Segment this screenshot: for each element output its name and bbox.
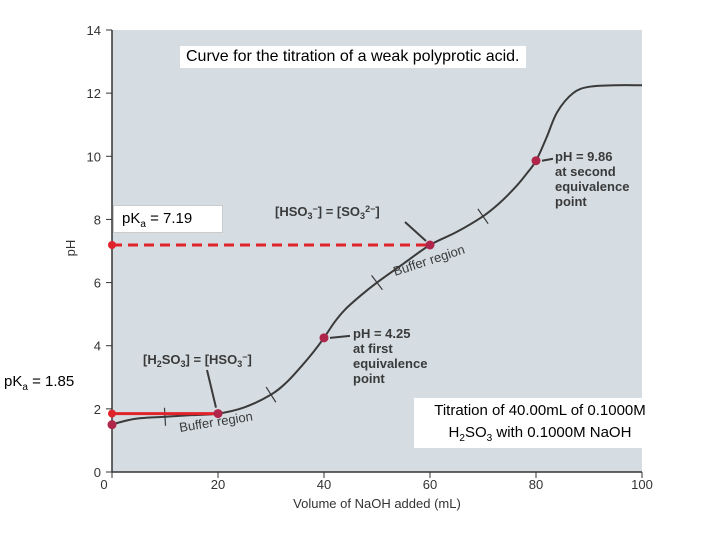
first-equivalence-label-line: at first	[353, 341, 393, 356]
pka2-prefix: pK	[122, 210, 141, 227]
x-axis-label: Volume of NaOH added (mL)	[293, 496, 461, 511]
reference-lines	[108, 241, 430, 418]
reference-point	[108, 409, 116, 418]
second-equivalence-label-line: equivalence	[555, 179, 629, 194]
y-tick-label: 10	[87, 149, 101, 164]
curve-tick	[477, 208, 489, 225]
note-rest: with 0.1000M NaOH	[492, 424, 632, 441]
reference-point	[108, 241, 116, 250]
x-tick-label: 0	[100, 477, 107, 492]
note-h: H	[448, 424, 460, 441]
data-points	[107, 156, 541, 430]
pka1-prefix: pK	[4, 373, 23, 390]
curve-tick	[163, 407, 167, 426]
pka2-label: pKa = 7.19	[113, 205, 223, 233]
note-line-1: Titration of 40.00mL of 0.1000M	[434, 402, 646, 419]
note-sub-3: 3	[486, 433, 493, 444]
half-equivalence-1-leader	[206, 369, 217, 408]
y-axis-label: pH	[63, 240, 78, 257]
y-tick-label: 14	[87, 23, 101, 38]
y-tick-label: 12	[87, 86, 101, 101]
second-equivalence-leader	[541, 157, 554, 162]
x-tick-label: 60	[423, 477, 437, 492]
curve-tick	[371, 275, 383, 291]
note-so: SO	[464, 424, 487, 441]
pka1-value: = 1.85	[27, 373, 75, 390]
y-tick-label: 0	[94, 465, 101, 480]
data-point	[319, 333, 329, 343]
half-equivalence-2-leader	[404, 221, 427, 242]
titration-note: Titration of 40.00mL of 0.1000M H2SO3 wi…	[414, 398, 666, 448]
second-equivalence-label-line: pH = 9.86	[555, 149, 612, 164]
second-equivalence-label-line: at second	[555, 164, 616, 179]
half-equivalence-2-label: [HSO3−] = [SO32−]	[275, 204, 380, 221]
data-point	[107, 420, 117, 430]
y-tick-label: 4	[94, 339, 101, 354]
first-equivalence-label-line: point	[353, 371, 385, 386]
data-point	[213, 409, 223, 419]
y-tick-label: 2	[94, 402, 101, 417]
first-equivalence-label-line: equivalence	[353, 356, 427, 371]
half-equivalence-1-label: [H2SO3] = [HSO3−]	[143, 352, 252, 369]
y-tick-label: 8	[94, 212, 101, 227]
pka1-sub: a	[22, 382, 28, 393]
data-point	[531, 156, 541, 166]
y-tick-label: 6	[94, 276, 101, 291]
first-equivalence-label-line: pH = 4.25	[353, 326, 410, 341]
data-point	[425, 240, 435, 250]
note-line-2: H2SO3 with 0.1000M NaOH	[414, 422, 666, 450]
pka2-sub: a	[140, 219, 146, 230]
x-tick-label: 100	[631, 477, 653, 492]
chart-title: Curve for the titration of a weak polypr…	[180, 46, 526, 68]
axes: 0 2 4 6 8 10 12 14 0 20 40 60 80 100	[87, 23, 653, 492]
x-tick-label: 20	[211, 477, 225, 492]
pka2-value: = 7.19	[145, 210, 193, 227]
note-sub-2: 2	[459, 433, 465, 444]
x-tick-label: 40	[317, 477, 331, 492]
first-equivalence-label: pH = 4.25 at first equivalence point	[353, 326, 427, 386]
pka1-label: pKa = 1.85	[0, 368, 108, 396]
second-equivalence-label-line: point	[555, 194, 587, 209]
second-equivalence-label: pH = 9.86 at second equivalence point	[555, 149, 629, 209]
first-equivalence-leader	[329, 334, 351, 339]
curve-tick	[265, 386, 277, 403]
x-tick-label: 80	[529, 477, 543, 492]
